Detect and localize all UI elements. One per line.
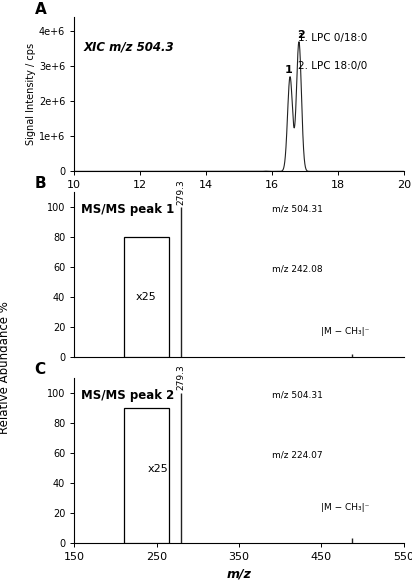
Text: 1: 1 <box>285 66 292 76</box>
Text: A: A <box>35 2 47 17</box>
Y-axis label: Signal Intensity / cps: Signal Intensity / cps <box>26 44 36 145</box>
Text: m/z 224.07: m/z 224.07 <box>272 450 323 459</box>
X-axis label: Time / min: Time / min <box>208 196 270 209</box>
Text: 224.1: 224.1 <box>131 319 140 345</box>
Text: C: C <box>35 363 46 377</box>
Text: |M − CH₃|⁻: |M − CH₃|⁻ <box>321 327 370 336</box>
Text: m/z 504.31: m/z 504.31 <box>272 205 323 214</box>
Text: MS/MS peak 1: MS/MS peak 1 <box>81 203 174 216</box>
Text: x25: x25 <box>147 464 168 474</box>
X-axis label: m/z: m/z <box>227 568 251 581</box>
Bar <box>124 408 169 543</box>
Text: 242.1: 242.1 <box>145 463 154 488</box>
Text: m/z 242.08: m/z 242.08 <box>272 264 323 273</box>
Text: Relative Abundance %: Relative Abundance % <box>0 301 11 434</box>
Text: XIC m/z 504.3: XIC m/z 504.3 <box>84 41 175 53</box>
Bar <box>124 237 169 357</box>
Text: x25: x25 <box>136 292 157 302</box>
Text: 2: 2 <box>297 30 304 41</box>
Text: |M − CH₃|⁻: |M − CH₃|⁻ <box>321 503 370 512</box>
Text: 224.1: 224.1 <box>131 422 140 447</box>
Text: MS/MS peak 2: MS/MS peak 2 <box>81 389 174 402</box>
Text: m/z 504.31: m/z 504.31 <box>272 390 323 400</box>
Text: 279.3: 279.3 <box>176 179 185 205</box>
Text: 2. LPC 18:0/0: 2. LPC 18:0/0 <box>298 60 368 70</box>
Text: 242.1: 242.1 <box>145 274 154 299</box>
Text: B: B <box>35 177 46 191</box>
Text: 279.3: 279.3 <box>176 365 185 390</box>
Text: 1. LPC 0/18:0: 1. LPC 0/18:0 <box>298 33 368 43</box>
